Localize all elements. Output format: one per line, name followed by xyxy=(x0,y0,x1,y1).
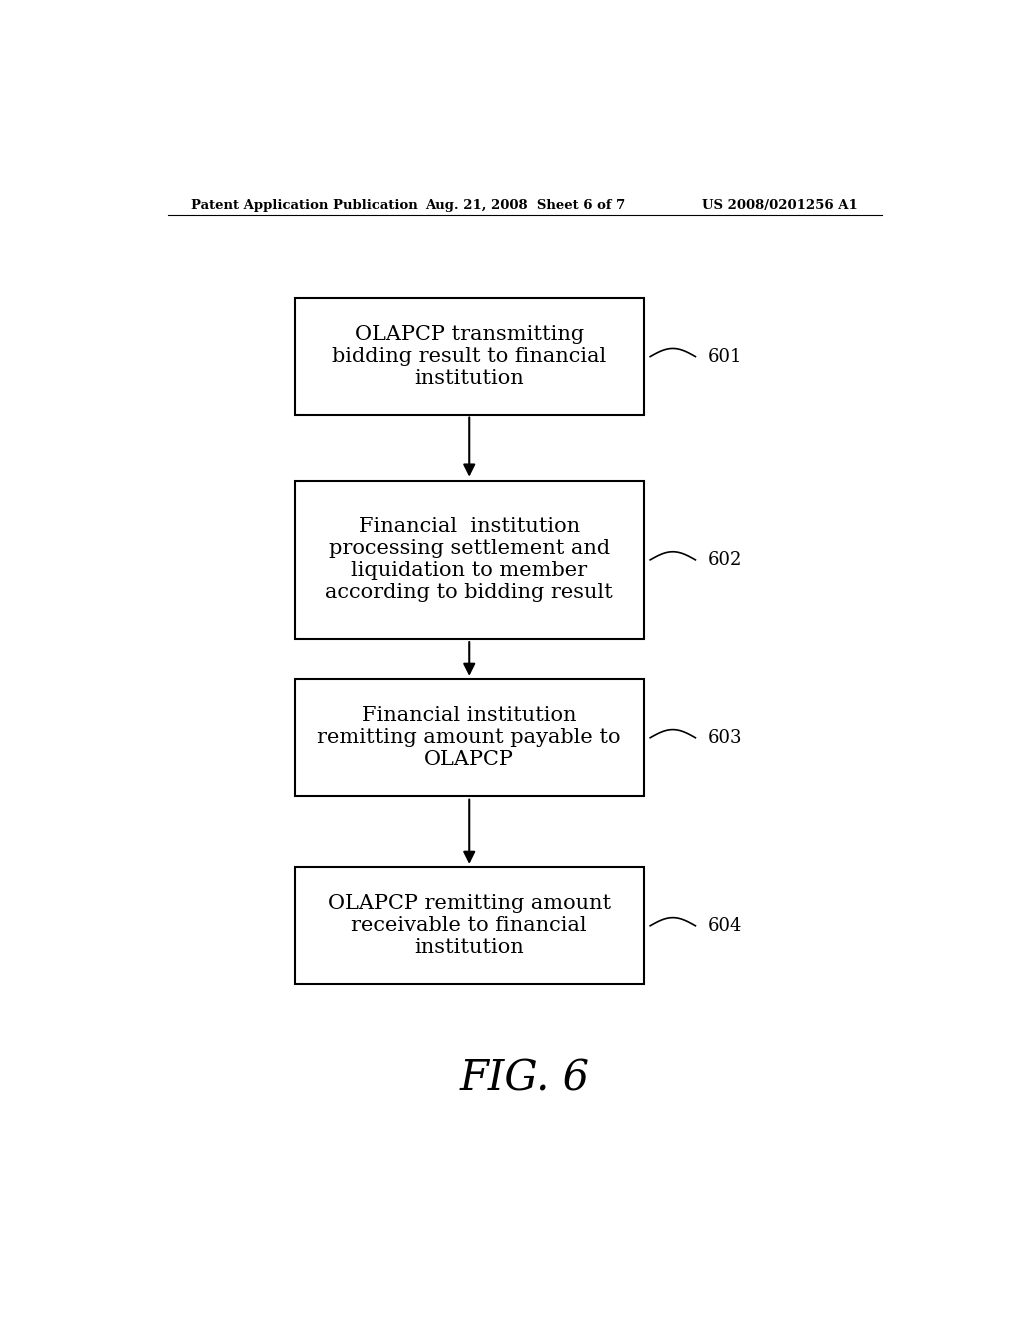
Text: OLAPCP remitting amount
receivable to financial
institution: OLAPCP remitting amount receivable to fi… xyxy=(328,894,610,957)
Text: US 2008/0201256 A1: US 2008/0201256 A1 xyxy=(702,198,858,211)
Text: 604: 604 xyxy=(708,917,741,935)
FancyBboxPatch shape xyxy=(295,298,644,414)
Text: Financial  institution
processing settlement and
liquidation to member
according: Financial institution processing settlem… xyxy=(326,517,613,602)
Text: 601: 601 xyxy=(708,347,741,366)
Text: Patent Application Publication: Patent Application Publication xyxy=(191,198,418,211)
Text: 603: 603 xyxy=(708,729,741,747)
Text: OLAPCP transmitting
bidding result to financial
institution: OLAPCP transmitting bidding result to fi… xyxy=(332,325,606,388)
FancyBboxPatch shape xyxy=(295,680,644,796)
Text: FIG. 6: FIG. 6 xyxy=(460,1057,590,1100)
Text: Financial institution
remitting amount payable to
OLAPCP: Financial institution remitting amount p… xyxy=(317,706,621,770)
FancyBboxPatch shape xyxy=(295,867,644,985)
FancyBboxPatch shape xyxy=(295,480,644,639)
Text: 602: 602 xyxy=(708,550,741,569)
Text: Aug. 21, 2008  Sheet 6 of 7: Aug. 21, 2008 Sheet 6 of 7 xyxy=(425,198,625,211)
